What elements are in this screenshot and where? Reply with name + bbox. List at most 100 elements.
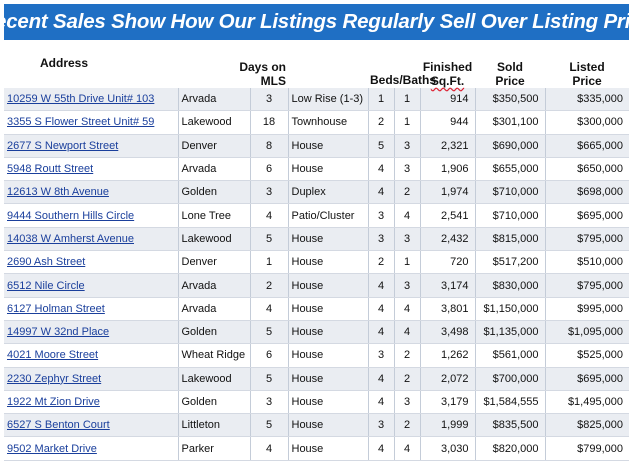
city-cell: Golden [178, 390, 251, 415]
address-link[interactable]: 3355 S Flower Street Unit# 59 [7, 116, 155, 129]
city-cell: Golden [178, 320, 251, 345]
city-cell: Golden [178, 180, 251, 205]
sqft-cell: 3,174 [420, 273, 476, 298]
address-cell: 14997 W 32nd Place [4, 320, 179, 345]
address-link[interactable]: 9444 Southern Hills Circle [7, 209, 135, 222]
table-row: 6527 S Benton Court Littleton 5 House 3 2 1,99… [4, 413, 629, 438]
listed-header-line2: Price [572, 74, 602, 88]
beds-cell: 4 [368, 180, 395, 205]
city-cell: Wheat Ridge [178, 343, 251, 368]
sold-price-cell: $815,000 [475, 227, 546, 252]
sold-header-line2: Price [495, 74, 525, 88]
table-row: 14038 W Amherst Avenue Lakewood 5 House 3 3 2,… [4, 227, 629, 252]
address-link[interactable]: 1922 Mt Zion Drive [7, 396, 100, 408]
sqft-cell: 1,906 [420, 157, 476, 182]
sqft-cell: 2,321 [420, 134, 476, 158]
address-link[interactable]: 4021 Moore Street [7, 349, 99, 362]
property-type-cell: House [288, 273, 369, 298]
baths-cell: 3 [394, 390, 421, 415]
baths-cell: 4 [394, 203, 421, 228]
listed-header-line1: Listed [569, 60, 605, 74]
city-cell: Lakewood [178, 110, 251, 135]
property-type-cell: Patio/Cluster [288, 203, 369, 228]
property-type-cell: House [288, 436, 369, 461]
address-cell: 14038 W Amherst Avenue [4, 227, 179, 252]
sqft-cell: 2,072 [420, 367, 476, 391]
address-link[interactable]: 2690 Ash Street [7, 256, 86, 269]
baths-cell: 3 [394, 227, 421, 252]
property-type-cell: House [288, 320, 369, 345]
address-cell: 3355 S Flower Street Unit# 59 [4, 110, 179, 135]
address-link[interactable]: 6527 S Benton Court [7, 419, 110, 432]
column-header-listed-price: Listed Price [545, 42, 629, 88]
beds-cell: 3 [368, 227, 395, 252]
baths-cell: 2 [394, 180, 421, 205]
listed-price-cell: $1,495,000 [545, 390, 629, 415]
sqft-cell: 720 [420, 250, 476, 275]
address-link[interactable]: 10259 W 55th Drive Unit# 103 [7, 93, 155, 106]
sqft-cell: 1,262 [420, 343, 476, 368]
days-on-mls-cell: 4 [250, 297, 289, 321]
baths-cell: 2 [394, 343, 421, 368]
listed-price-cell: $650,000 [545, 157, 629, 182]
sales-table: Address Days on MLS Beds/Baths Finished … [4, 42, 629, 461]
property-type-cell: House [288, 157, 369, 182]
days-on-mls-cell: 8 [250, 134, 289, 158]
address-cell: 9444 Southern Hills Circle [4, 203, 179, 228]
listed-price-cell: $525,000 [545, 343, 629, 368]
address-link[interactable]: 14038 W Amherst Avenue [7, 232, 134, 245]
listed-price-cell: $795,000 [545, 227, 629, 252]
address-link[interactable]: 6127 Holman Street [7, 302, 105, 315]
baths-cell: 1 [394, 250, 421, 275]
address-link[interactable]: 12613 W 8th Avenue [7, 186, 109, 199]
city-cell: Littleton [178, 413, 251, 438]
sqft-cell: 3,179 [420, 390, 476, 415]
address-cell: 6127 Holman Street [4, 297, 179, 321]
sqft-cell: 1,974 [420, 180, 476, 205]
sqft-header-line1: Finished [422, 60, 473, 74]
days-on-mls-cell: 3 [250, 390, 289, 415]
sold-price-cell: $1,150,000 [475, 297, 546, 321]
sold-price-cell: $301,100 [475, 110, 546, 135]
beds-cell: 3 [368, 413, 395, 438]
sold-price-cell: $350,500 [475, 88, 546, 112]
city-cell: Arvada [178, 88, 251, 112]
property-type-cell: House [288, 250, 369, 275]
sold-header-line1: Sold [497, 60, 523, 74]
beds-cell: 3 [368, 203, 395, 228]
listed-price-cell: $698,000 [545, 180, 629, 205]
address-link[interactable]: 2230 Zephyr Street [7, 372, 102, 385]
baths-cell: 2 [394, 413, 421, 438]
sold-price-cell: $561,000 [475, 343, 546, 368]
address-cell: 6527 S Benton Court [4, 413, 179, 438]
table-row: 2690 Ash Street Denver 1 House 2 1 720 $517,200… [4, 250, 629, 275]
column-header-type [288, 42, 368, 88]
beds-cell: 4 [368, 367, 395, 391]
baths-cell: 2 [394, 367, 421, 391]
address-link[interactable]: 5948 Routt Street [7, 163, 94, 176]
address-cell: 10259 W 55th Drive Unit# 103 [4, 88, 179, 112]
table-row: 1922 Mt Zion Drive Golden 3 House 4 3 3,179 $1,… [4, 390, 629, 415]
sqft-cell: 3,498 [420, 320, 476, 345]
address-link[interactable]: 9502 Market Drive [7, 442, 97, 455]
city-cell: Arvada [178, 297, 251, 321]
days-on-mls-cell: 5 [250, 367, 289, 391]
sold-price-cell: $710,000 [475, 180, 546, 205]
address-link[interactable]: 6512 Nile Circle [7, 279, 85, 292]
property-type-cell: House [288, 413, 369, 438]
baths-cell: 4 [394, 297, 421, 321]
city-cell: Lakewood [178, 367, 251, 391]
city-cell: Denver [178, 134, 251, 158]
address-link[interactable]: 14997 W 32nd Place [7, 326, 110, 339]
beds-cell: 4 [368, 157, 395, 182]
table-row: 2230 Zephyr Street Lakewood 5 House 4 2 2,072 $… [4, 367, 629, 391]
beds-cell: 1 [368, 88, 395, 112]
baths-cell: 3 [394, 157, 421, 182]
table-body: 10259 W 55th Drive Unit# 103 Arvada 3 Low R… [4, 88, 629, 461]
address-link[interactable]: 2677 S Newport Street [7, 139, 119, 152]
table-row: 14997 W 32nd Place Golden 5 House 4 4 3,498 $1,… [4, 320, 629, 345]
city-cell: Lakewood [178, 227, 251, 252]
property-type-cell: House [288, 367, 369, 391]
city-cell: Denver [178, 250, 251, 275]
beds-cell: 5 [368, 134, 395, 158]
